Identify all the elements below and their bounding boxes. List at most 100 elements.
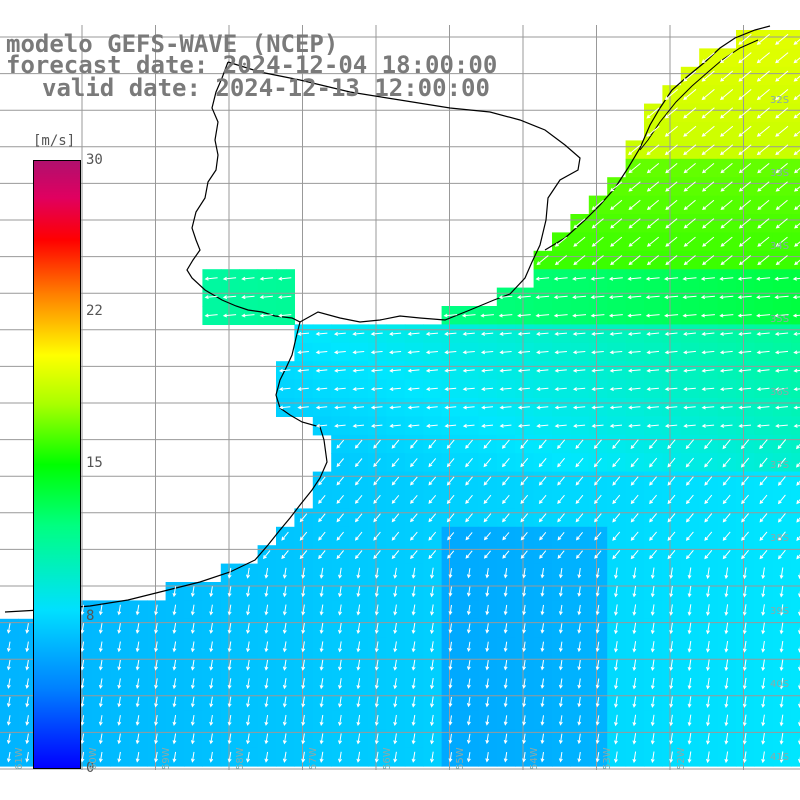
wind-arrow	[517, 331, 531, 336]
wind-arrow	[6, 623, 11, 634]
wind-arrow	[649, 513, 657, 523]
wind-arrow	[425, 331, 439, 336]
wind-arrow	[352, 405, 365, 410]
wind-arrow	[572, 405, 586, 410]
wind-arrow	[777, 494, 786, 505]
wind-arrow	[499, 423, 512, 428]
wind-arrow	[373, 476, 381, 486]
wind-arrow	[573, 236, 586, 247]
wind-arrow	[338, 696, 342, 708]
wind-arrow	[80, 604, 85, 616]
wind-arrow	[575, 550, 583, 559]
wind-arrow	[425, 387, 438, 392]
wind-arrow	[775, 125, 789, 137]
wind-arrow	[742, 622, 747, 635]
wind-arrow	[701, 350, 715, 355]
wind-arrow	[536, 423, 549, 428]
wind-arrow	[334, 405, 346, 410]
wind-arrow	[577, 604, 582, 616]
wind-arrow	[609, 181, 623, 192]
wind-arrow	[315, 423, 328, 428]
wind-arrow	[628, 218, 641, 229]
lat-lon-grid	[0, 25, 800, 770]
wind-arrow	[685, 549, 694, 560]
longitude-label: 54W	[528, 747, 540, 770]
wind-arrow	[172, 678, 177, 690]
wind-arrow	[724, 696, 729, 708]
north-shoreline	[227, 61, 581, 323]
wind-arrow	[756, 144, 770, 156]
wind-arrow	[301, 696, 306, 708]
wind-arrow	[645, 313, 660, 318]
wind-arrow	[793, 38, 800, 45]
wind-arrow	[738, 218, 752, 229]
wind-arrow	[25, 641, 30, 653]
wind-arrow	[558, 678, 563, 689]
wind-arrow	[227, 623, 232, 634]
wind-arrow	[446, 458, 455, 468]
wind-arrow	[738, 236, 752, 247]
wind-arrow	[724, 714, 729, 727]
wind-arrow	[430, 567, 434, 579]
wind-arrow	[373, 513, 381, 523]
wind-arrow	[227, 586, 232, 598]
wind-arrow	[722, 513, 731, 523]
wind-arrow	[779, 604, 784, 616]
wind-arrow	[738, 70, 752, 82]
wind-arrow	[554, 387, 567, 392]
wind-arrow	[522, 678, 526, 689]
wind-arrow	[301, 586, 306, 598]
wind-arrow	[630, 476, 639, 486]
wind-arrow	[334, 423, 346, 428]
wind-arrow	[738, 350, 752, 355]
wind-arrow	[209, 604, 214, 616]
wind-arrow	[517, 368, 531, 373]
wind-arrow	[646, 199, 660, 211]
wind-arrow	[724, 733, 729, 745]
wind-arrow	[687, 622, 692, 635]
wind-arrow	[430, 714, 434, 727]
wind-arrow	[608, 295, 623, 300]
wind-arrow	[485, 696, 490, 708]
wind-arrow	[779, 622, 784, 635]
wind-arrow	[222, 295, 237, 300]
wind-arrow	[117, 751, 122, 763]
wind-arrow	[646, 144, 660, 156]
wind-arrow	[135, 604, 140, 616]
wind-speed-field	[0, 30, 800, 767]
wind-arrow	[264, 604, 269, 616]
wind-arrow	[503, 678, 508, 689]
wind-arrow	[352, 387, 365, 392]
wind-arrow	[411, 622, 416, 635]
wind-arrow	[632, 567, 637, 580]
wind-arrow	[301, 733, 306, 745]
wind-arrow	[665, 199, 678, 211]
longitude-label: 57W	[308, 747, 319, 770]
wind-arrow	[682, 276, 697, 281]
wind-arrow	[282, 733, 287, 745]
wind-arrow	[628, 163, 641, 174]
wind-arrow	[319, 714, 324, 727]
wind-arrow	[517, 350, 531, 355]
wind-speed-cell	[791, 140, 800, 160]
wind-arrow	[466, 696, 471, 708]
wind-arrow	[685, 439, 694, 450]
wind-arrow	[370, 350, 383, 355]
wind-arrow	[612, 457, 621, 468]
wind-arrow	[794, 241, 800, 247]
wind-arrow	[591, 368, 604, 373]
wind-arrow	[447, 532, 455, 541]
coastline	[4, 61, 328, 613]
wind-speed-cell	[791, 563, 800, 583]
wind-arrow	[761, 733, 766, 745]
wind-arrow	[741, 476, 749, 486]
wind-arrow	[338, 567, 342, 579]
wind-arrow	[701, 125, 715, 137]
wind-arrow	[742, 677, 747, 690]
wind-arrow	[539, 531, 547, 541]
wind-arrow	[742, 604, 747, 616]
wind-arrow	[444, 331, 457, 336]
wind-arrow	[297, 387, 309, 392]
wind-arrow	[738, 405, 752, 410]
wind-speed-cell	[791, 453, 800, 473]
